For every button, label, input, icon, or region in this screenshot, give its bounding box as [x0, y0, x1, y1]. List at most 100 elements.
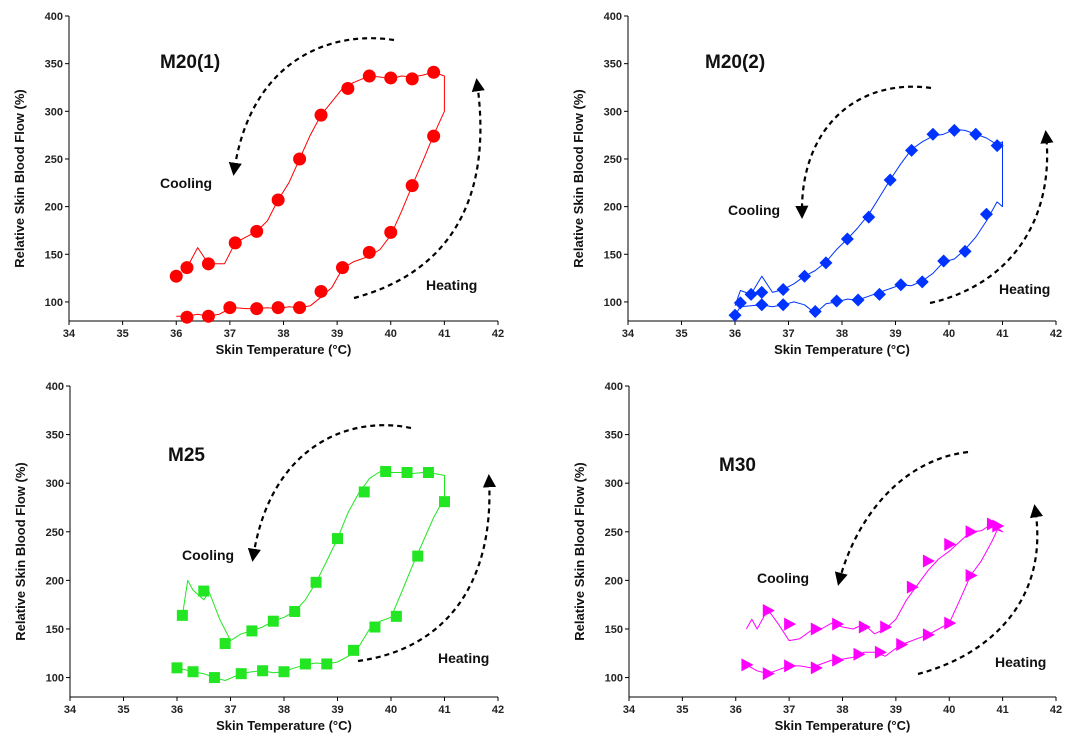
x-axis-title: Skin Temperature (°C): [216, 718, 352, 733]
data-point: [235, 668, 247, 680]
data-point: [926, 127, 940, 141]
data-point: [201, 309, 215, 323]
data-point: [412, 550, 424, 562]
data-point: [332, 533, 343, 545]
chart-panel-4: 34 35 36 37 38 39 40 41 42 100 150 200 250 300 350 400 S…: [572, 381, 1062, 733]
x-tick-label: 37: [224, 704, 236, 716]
data-point: [853, 647, 866, 661]
x-tick-label: 41: [438, 704, 450, 716]
data-point: [832, 617, 845, 631]
data-point: [762, 667, 775, 681]
data-point: [201, 257, 215, 271]
y-tick-label: 300: [46, 478, 64, 490]
heating-arrow: [917, 504, 1043, 676]
data-point: [744, 287, 758, 301]
data-point: [840, 232, 854, 246]
x-tick-label: 42: [1050, 704, 1062, 716]
data-point: [427, 129, 441, 143]
data-point: [894, 278, 908, 292]
data-point: [293, 301, 307, 315]
cooling-arrow: [834, 450, 969, 586]
data-point: [755, 285, 769, 299]
panel-title: M30: [719, 455, 756, 476]
data-point: [880, 620, 893, 634]
y-tick-label: 250: [46, 527, 64, 539]
data-point: [250, 224, 264, 238]
cooling-arrow: [247, 424, 412, 562]
data-point: [874, 645, 887, 659]
x-tick-label: 35: [117, 328, 129, 340]
data-point: [762, 604, 775, 618]
data-point: [728, 308, 742, 322]
data-point: [944, 616, 957, 630]
chart-panel-3: 34 35 36 37 38 39 40 41 42 100 150 200 250 300 350 400 S…: [13, 381, 504, 733]
x-tick-label: 39: [890, 704, 902, 716]
y-tick-label: 250: [605, 527, 623, 539]
data-point: [257, 665, 269, 677]
data-point: [314, 108, 328, 122]
data-point: [348, 644, 360, 656]
y-tick-label: 200: [45, 202, 63, 214]
data-point: [905, 143, 919, 157]
data-point: [979, 207, 993, 221]
x-tick-label: 37: [782, 328, 794, 340]
heating-label: Heating: [995, 654, 1046, 670]
x-tick-label: 35: [675, 328, 687, 340]
y-tick-label: 150: [46, 624, 64, 636]
data-point: [830, 294, 844, 308]
data-point: [369, 621, 381, 633]
x-tick-label: 36: [170, 328, 182, 340]
cooling-label: Cooling: [728, 202, 780, 218]
y-tick-label: 350: [605, 430, 623, 442]
data-point: [992, 519, 1005, 533]
x-tick-label: 39: [331, 704, 343, 716]
data-point: [228, 236, 242, 250]
data-point: [267, 615, 279, 627]
y-tick-label: 150: [604, 249, 622, 261]
y-axis-title: Relative Skin Blood Flow (%): [13, 462, 28, 640]
data-point: [180, 261, 194, 275]
y-tick-label: 100: [604, 297, 622, 309]
y-tick-label: 350: [45, 59, 63, 71]
data-point: [341, 81, 355, 95]
data-point: [271, 301, 285, 315]
data-point: [922, 554, 935, 568]
x-tick-label: 34: [622, 328, 635, 340]
heating-arrow: [353, 78, 485, 300]
y-tick-label: 300: [605, 478, 623, 490]
cooling-label: Cooling: [182, 547, 234, 563]
y-tick-label: 400: [605, 381, 623, 393]
x-tick-label: 35: [676, 704, 688, 716]
y-axis-title: Relative Skin Blood Flow (%): [571, 89, 586, 267]
data-point: [810, 661, 823, 675]
data-point: [922, 628, 935, 642]
data-point: [405, 179, 419, 193]
x-tick-label: 36: [171, 704, 183, 716]
data-point: [362, 69, 376, 83]
data-point: [832, 653, 845, 667]
chart-panel-1: 34 35 36 37 38 39 40 41 42 100 150 200 250 300 350 400 S…: [12, 11, 504, 357]
y-tick-label: 100: [45, 297, 63, 309]
data-point: [427, 65, 441, 79]
data-point: [937, 254, 951, 268]
y-tick-label: 250: [45, 154, 63, 166]
y-tick-label: 200: [604, 202, 622, 214]
heating-arrow: [929, 130, 1054, 305]
y-tick-label: 100: [46, 673, 64, 685]
data-point: [862, 210, 876, 224]
y-tick-label: 400: [45, 11, 63, 23]
x-tick-label: 38: [277, 328, 289, 340]
x-tick-label: 36: [730, 704, 742, 716]
data-point: [171, 662, 183, 674]
y-tick-label: 400: [46, 381, 64, 393]
data-point: [958, 244, 972, 258]
data-point: [969, 127, 983, 141]
x-tick-label: 41: [438, 328, 450, 340]
data-point: [380, 466, 392, 478]
data-point: [278, 666, 290, 678]
x-axis-title: Skin Temperature (°C): [775, 718, 911, 733]
data-point: [198, 585, 210, 597]
y-tick-label: 250: [604, 154, 622, 166]
data-point: [289, 605, 301, 617]
